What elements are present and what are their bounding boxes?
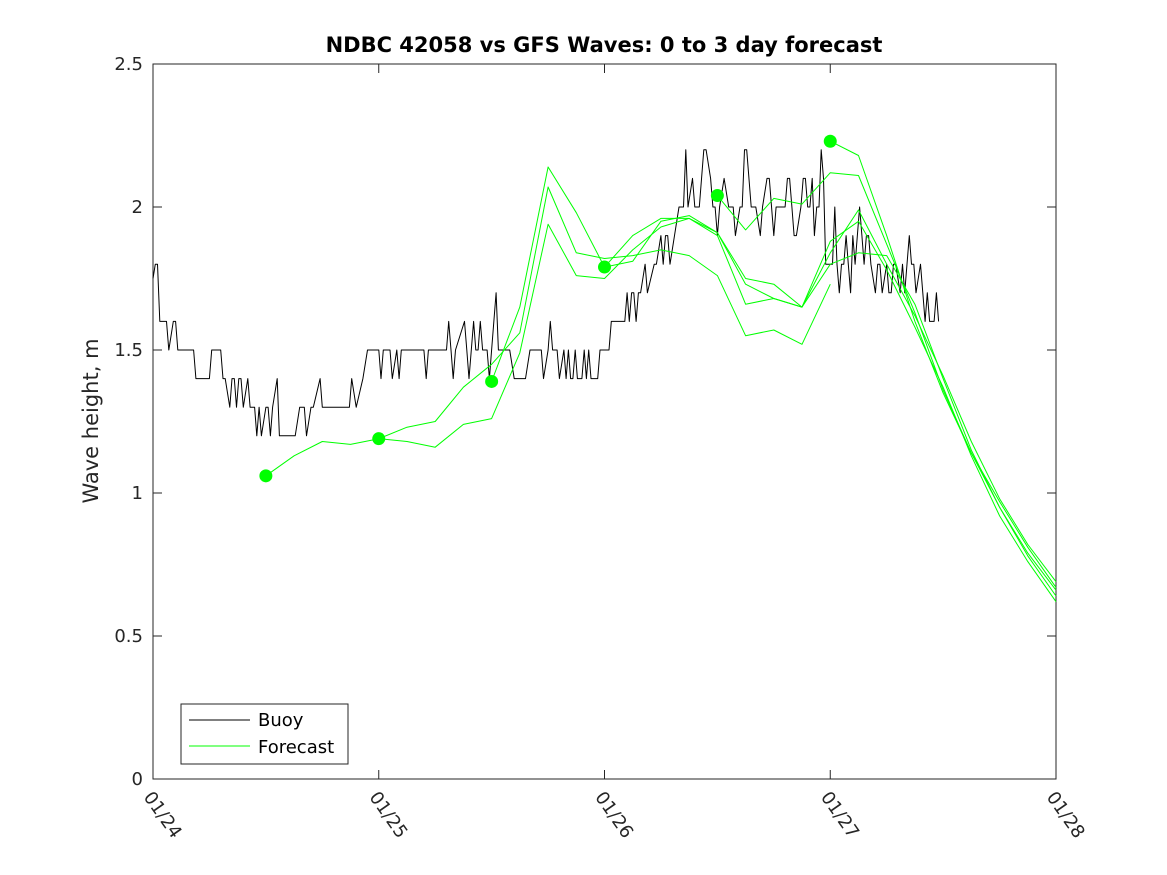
legend-box [180,703,349,765]
chart-title: NDBC 42058 vs GFS Waves: 0 to 3 day fore… [326,33,883,57]
forecast-init-marker [710,189,724,203]
y-tick-label: 0.5 [114,626,143,647]
forecast-series-line [265,186,831,477]
forecast-init-markers [259,134,837,483]
series-layer [152,140,1057,602]
legend-forecast-label: Forecast [258,737,334,758]
forecast-init-marker [372,432,386,446]
x-tick-label: 01/28 [1042,788,1089,843]
forecast-series-line [717,172,1057,591]
y-tick-label: 1.5 [114,340,143,361]
y-axis-label: Wave height, m [79,338,103,503]
forecast-series-line [604,217,1057,602]
legend-buoy-label: Buoy [258,710,304,731]
y-tick-label: 2.5 [114,54,143,75]
x-tick-label: 01/24 [139,788,186,843]
x-tick-label: 01/27 [816,788,863,843]
forecast-init-marker [259,469,273,483]
plot-area [152,63,1057,780]
forecast-init-marker [598,260,611,274]
forecast-series-line [491,166,1057,597]
x-tick-label: 01/26 [590,788,637,843]
forecast-series-line [830,140,1057,588]
legend: Buoy Forecast [180,703,349,765]
y-tick-label: 2 [132,197,143,218]
forecast-init-marker [823,134,837,148]
buoy-series-line [152,149,940,437]
y-tick-label: 0 [132,769,143,790]
forecast-series-line [378,209,1057,583]
forecast-init-marker [485,374,499,388]
x-tick-label: 01/25 [365,788,412,843]
y-tick-label: 1 [132,483,143,504]
